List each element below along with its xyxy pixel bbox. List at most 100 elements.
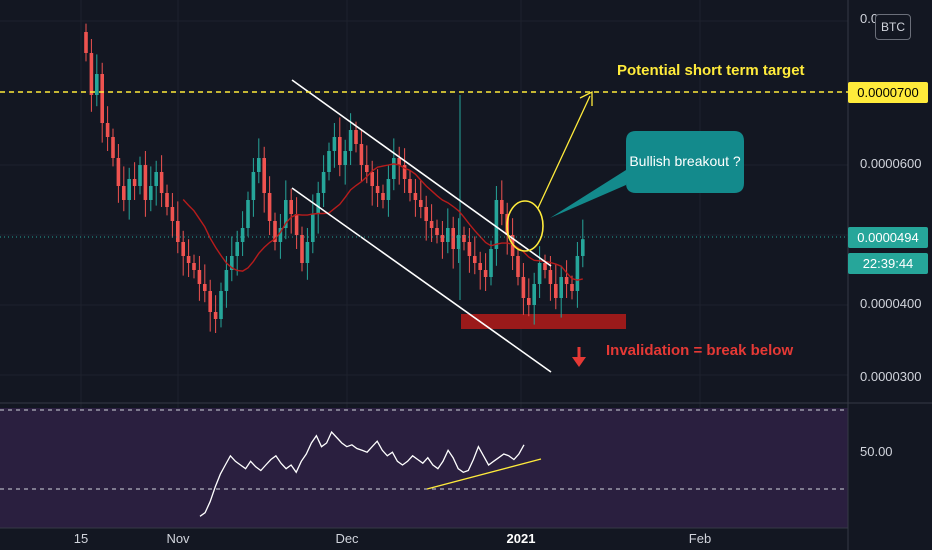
candle[interactable]	[284, 180, 288, 240]
candle[interactable]	[402, 148, 407, 193]
candle[interactable]	[230, 236, 234, 282]
candle[interactable]	[311, 194, 315, 254]
candle[interactable]	[213, 295, 218, 333]
candle[interactable]	[127, 167, 131, 220]
candle[interactable]	[224, 256, 229, 308]
candle[interactable]	[89, 39, 94, 112]
candle[interactable]	[332, 123, 337, 168]
candle[interactable]	[262, 146, 266, 213]
candle[interactable]	[170, 193, 175, 238]
breakout-arrow-shaft[interactable]	[537, 95, 591, 209]
rsi-trendline[interactable]	[426, 458, 542, 490]
candle[interactable]	[473, 236, 477, 275]
candle[interactable]	[462, 226, 466, 251]
candle[interactable]	[197, 256, 202, 301]
candle[interactable]	[327, 142, 331, 181]
candle[interactable]	[246, 191, 250, 237]
candle[interactable]	[240, 211, 245, 256]
candle[interactable]	[456, 218, 461, 263]
candle[interactable]	[316, 181, 320, 234]
candle[interactable]	[548, 256, 553, 301]
candle[interactable]	[176, 201, 180, 254]
candle[interactable]	[122, 166, 126, 212]
candle[interactable]	[483, 253, 488, 291]
candle[interactable]	[478, 251, 482, 290]
invalidation-zone[interactable]	[461, 314, 626, 329]
candle[interactable]	[570, 275, 574, 300]
candle[interactable]	[95, 54, 99, 107]
invalidation-annotation: Invalidation = break below	[606, 342, 793, 359]
candle[interactable]	[267, 176, 272, 235]
candle[interactable]	[132, 162, 137, 200]
candle[interactable]	[208, 279, 212, 332]
symbol-badge[interactable]: BTC	[875, 14, 911, 40]
candle[interactable]	[300, 226, 304, 272]
candle[interactable]	[219, 282, 223, 328]
candle[interactable]	[408, 170, 412, 202]
candle[interactable]	[203, 264, 207, 303]
candle[interactable]	[521, 263, 526, 315]
candle[interactable]	[386, 165, 391, 217]
moving-average-line[interactable]	[182, 163, 583, 281]
candle[interactable]	[294, 197, 299, 249]
candle[interactable]	[381, 184, 385, 209]
candle[interactable]	[500, 180, 504, 226]
candle[interactable]	[105, 106, 110, 151]
candle[interactable]	[375, 169, 380, 207]
candle[interactable]	[413, 179, 418, 217]
candle[interactable]	[235, 230, 239, 276]
candle[interactable]	[554, 264, 558, 310]
candle[interactable]	[451, 216, 455, 269]
candle[interactable]	[273, 212, 277, 251]
callout-text: Bullish breakout ?	[629, 153, 741, 169]
channel-lower-line[interactable]	[291, 187, 552, 373]
candle[interactable]	[159, 155, 164, 207]
candle[interactable]	[289, 188, 293, 234]
candle[interactable]	[581, 219, 585, 268]
candle[interactable]	[532, 272, 536, 325]
candle[interactable]	[435, 219, 439, 244]
breakout-circle[interactable]	[506, 200, 544, 252]
candle[interactable]	[257, 138, 261, 184]
candle[interactable]	[537, 246, 542, 298]
candle[interactable]	[429, 204, 434, 242]
candlestick-series[interactable]	[84, 23, 585, 333]
candle[interactable]	[489, 240, 493, 286]
candle[interactable]	[251, 158, 256, 217]
candle[interactable]	[446, 208, 450, 254]
y-tick-top-partial: 0.0	[860, 11, 878, 26]
candle[interactable]	[181, 230, 185, 276]
candle[interactable]	[321, 155, 326, 207]
candle[interactable]	[559, 265, 563, 318]
candle[interactable]	[186, 239, 191, 277]
candle[interactable]	[165, 184, 169, 216]
candle[interactable]	[370, 160, 374, 206]
candle[interactable]	[359, 130, 364, 182]
candle[interactable]	[564, 260, 569, 298]
candle[interactable]	[343, 139, 347, 185]
candle[interactable]	[111, 128, 115, 167]
candle[interactable]	[516, 247, 520, 286]
rsi-line[interactable]	[199, 430, 525, 517]
candle[interactable]	[149, 166, 153, 212]
callout-bubble[interactable]	[550, 131, 744, 218]
candle[interactable]	[138, 156, 142, 195]
candle[interactable]	[419, 180, 423, 219]
candle[interactable]	[424, 195, 428, 241]
candle[interactable]	[116, 144, 121, 203]
candle[interactable]	[84, 23, 88, 62]
candle[interactable]	[278, 214, 283, 259]
candle[interactable]	[527, 278, 531, 317]
candle[interactable]	[440, 221, 445, 259]
candle[interactable]	[192, 254, 196, 279]
candle[interactable]	[338, 117, 342, 177]
candle[interactable]	[543, 254, 547, 279]
candle[interactable]	[100, 62, 104, 143]
candle[interactable]	[143, 151, 148, 217]
candle[interactable]	[305, 228, 310, 280]
candle[interactable]	[467, 228, 472, 273]
candle[interactable]	[575, 242, 580, 308]
x-tick-label: Dec	[335, 531, 359, 546]
candle[interactable]	[154, 160, 158, 206]
